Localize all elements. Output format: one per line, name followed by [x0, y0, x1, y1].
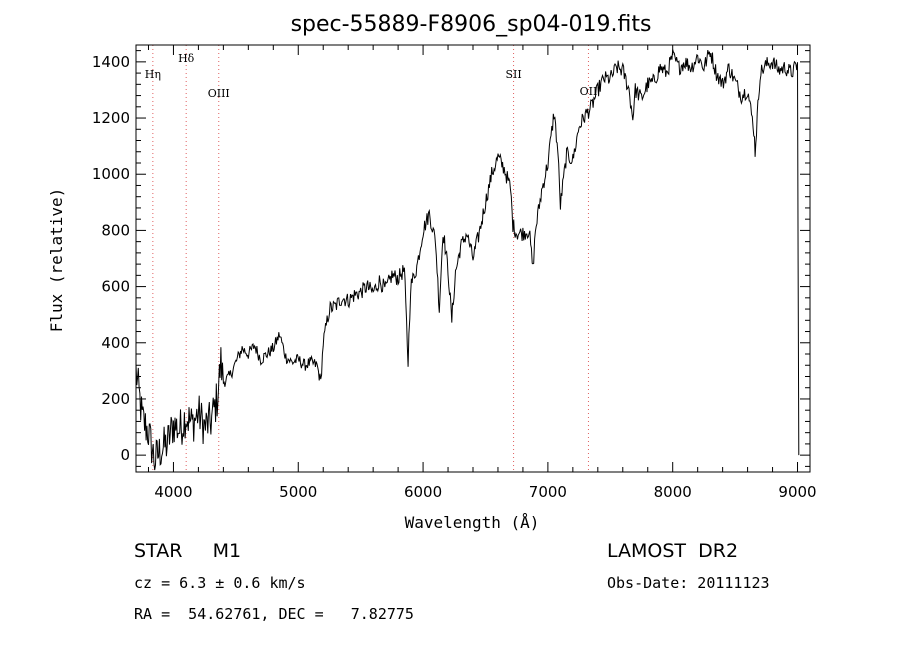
y-tick-label: 0 — [120, 446, 130, 464]
spectrum-series-line — [135, 49, 800, 471]
y-axis: 0 200 400 600 800 1000 1200 1400 — [92, 50, 810, 467]
object-class-label: STAR M1 — [134, 540, 242, 562]
redshift-label: cz = 6.3 ± 0.6 km/s — [134, 574, 306, 592]
x-tick-label: 6000 — [404, 483, 442, 501]
y-tick-label: 1200 — [92, 109, 130, 127]
x-tick-label: 4000 — [154, 483, 192, 501]
x-axis: 4000 5000 6000 7000 8000 9000 — [147, 45, 817, 501]
line-marker-label: OII — [580, 85, 598, 98]
line-marker-label: Hδ — [178, 52, 195, 65]
y-tick-label: 1000 — [92, 165, 130, 183]
emission-line-markers: Hη Hδ OIII SII OII — [145, 45, 598, 472]
y-tick-label: 400 — [101, 334, 130, 352]
line-marker-label: OIII — [208, 87, 230, 100]
coordinates-label: RA = 54.62761, DEC = 7.82775 — [134, 605, 414, 623]
spectrum-chart: spec-55889-F8906_sp04-019.fits 0 200 400 60… — [47, 12, 817, 532]
x-tick-label: 9000 — [778, 483, 816, 501]
y-tick-label: 800 — [101, 221, 130, 239]
x-axis-label: Wavelength (Å) — [405, 513, 540, 532]
x-tick-label: 7000 — [529, 483, 567, 501]
chart-title: spec-55889-F8906_sp04-019.fits — [291, 12, 652, 37]
obs-date-label: Obs-Date: 20111123 — [607, 574, 770, 592]
plot-frame — [135, 44, 811, 473]
x-tick-label: 8000 — [654, 483, 692, 501]
y-tick-label: 1400 — [92, 53, 130, 71]
line-marker-label: Hη — [145, 68, 161, 81]
x-tick-label: 5000 — [279, 483, 317, 501]
y-tick-label: 600 — [101, 278, 130, 296]
y-axis-label: Flux (relative) — [47, 188, 66, 333]
y-tick-label: 200 — [101, 390, 130, 408]
survey-label: LAMOST DR2 — [607, 540, 739, 562]
line-marker-label: SII — [505, 68, 521, 81]
